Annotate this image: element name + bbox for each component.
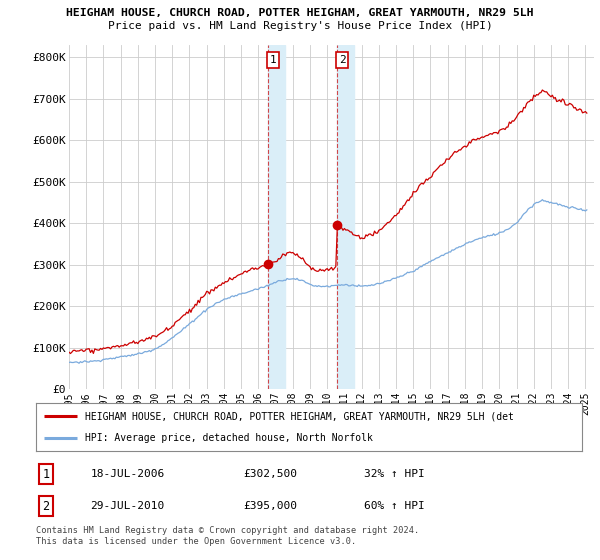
Text: HPI: Average price, detached house, North Norfolk: HPI: Average price, detached house, Nort… <box>85 433 373 443</box>
Text: £302,500: £302,500 <box>244 469 298 479</box>
Text: 1: 1 <box>269 55 276 65</box>
Text: 1: 1 <box>42 468 49 480</box>
Bar <box>268 45 285 389</box>
Text: 18-JUL-2006: 18-JUL-2006 <box>91 469 165 479</box>
Text: HEIGHAM HOUSE, CHURCH ROAD, POTTER HEIGHAM, GREAT YARMOUTH, NR29 5LH (det: HEIGHAM HOUSE, CHURCH ROAD, POTTER HEIGH… <box>85 411 514 421</box>
Text: 60% ↑ HPI: 60% ↑ HPI <box>364 501 424 511</box>
Text: HEIGHAM HOUSE, CHURCH ROAD, POTTER HEIGHAM, GREAT YARMOUTH, NR29 5LH: HEIGHAM HOUSE, CHURCH ROAD, POTTER HEIGH… <box>66 8 534 18</box>
Text: £395,000: £395,000 <box>244 501 298 511</box>
Text: Price paid vs. HM Land Registry's House Price Index (HPI): Price paid vs. HM Land Registry's House … <box>107 21 493 31</box>
Text: 29-JUL-2010: 29-JUL-2010 <box>91 501 165 511</box>
Text: Contains HM Land Registry data © Crown copyright and database right 2024.
This d: Contains HM Land Registry data © Crown c… <box>36 526 419 546</box>
Text: 2: 2 <box>339 55 346 65</box>
Bar <box>337 45 354 389</box>
Text: 2: 2 <box>42 500 49 513</box>
Text: 32% ↑ HPI: 32% ↑ HPI <box>364 469 424 479</box>
